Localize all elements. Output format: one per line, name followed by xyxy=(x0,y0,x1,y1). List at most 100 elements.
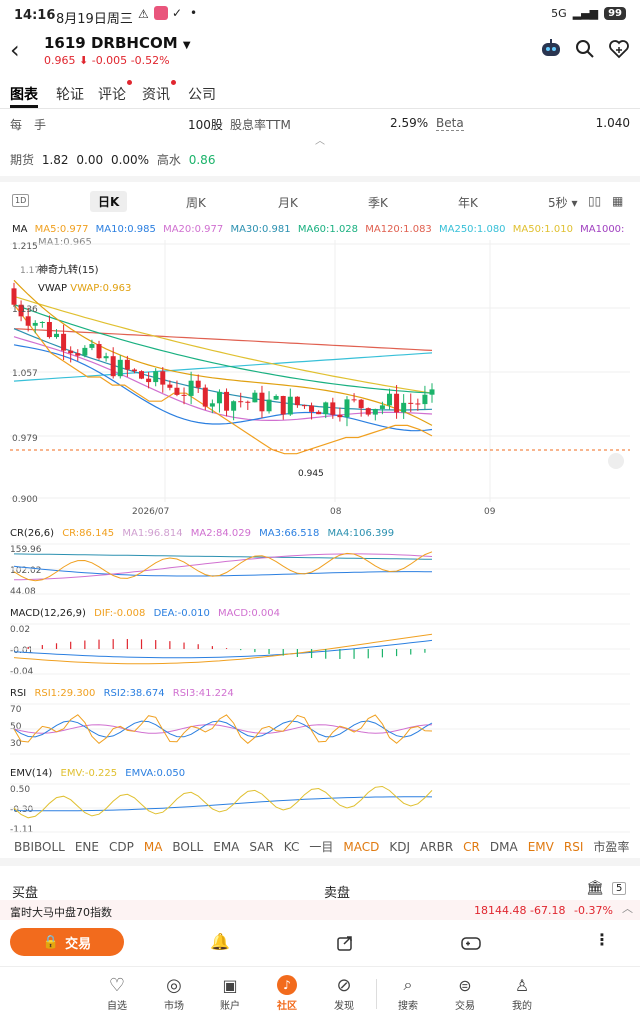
beta-label[interactable]: Beta xyxy=(436,116,464,131)
rsi-chart[interactable]: 70 50 30 xyxy=(0,702,640,756)
indicator-option[interactable]: SAR xyxy=(249,840,274,854)
tab-company[interactable]: 公司 xyxy=(188,87,216,103)
info-row-1: 每 手 100股 股息率TTM 2.59% Beta 1.040 xyxy=(10,116,630,132)
candle-body xyxy=(32,322,38,326)
candle-body xyxy=(11,288,17,305)
nav-community[interactable]: ♪ 社区 xyxy=(263,973,311,1012)
nav-watchlist[interactable]: ♡ 自选 xyxy=(93,973,141,1013)
lot-label-b: 手 xyxy=(34,118,47,132)
person-icon: ♙ xyxy=(514,975,530,995)
tab-comments[interactable]: 评论 xyxy=(98,80,132,104)
period-week[interactable]: 周K xyxy=(186,196,206,210)
bottom-nav: ♡ 自选 ◎ 市场 ▣ 账户 ♪ 社区 ⊘ 发现 ⌕ 搜索 ⊜ 交易 ♙ 我的 xyxy=(0,966,640,1024)
rsi3-value: RSI3:41.224 xyxy=(172,688,234,699)
cr-chart[interactable]: 159.96 102.02 44.08 xyxy=(0,542,640,596)
yield-value: 2.59% xyxy=(390,116,429,130)
y-tick: 1.136 xyxy=(12,305,38,315)
emv-tick: -1.11 xyxy=(10,825,33,834)
depth-badge[interactable]: 5 xyxy=(612,882,627,895)
index-change: -67.18 xyxy=(530,904,566,917)
stock-title[interactable]: 1619 DRBHCOM ▼ xyxy=(44,34,191,52)
trade-button-label: 交易 xyxy=(65,936,92,952)
indicator-option[interactable]: 一目 xyxy=(309,840,334,854)
macd-chart[interactable]: 0.02 -0.01 -0.04 xyxy=(0,622,640,676)
ma5-line xyxy=(13,304,433,455)
tab-warrants[interactable]: 轮证 xyxy=(56,87,84,103)
heart-plus-icon[interactable] xyxy=(606,36,632,62)
tab-news[interactable]: 资讯 xyxy=(142,80,176,104)
x-tick: 08 xyxy=(330,507,342,517)
nav-search[interactable]: ⌕ 搜索 xyxy=(384,973,432,1012)
chart-mode-icon[interactable]: 1D xyxy=(12,194,30,207)
nav-me[interactable]: ♙ 我的 xyxy=(498,973,546,1013)
search-icon[interactable] xyxy=(572,36,598,62)
interval-label: 5秒 xyxy=(548,196,568,210)
share-icon[interactable] xyxy=(336,934,354,952)
rsi-legend: RSI RSI1:29.300 RSI2:38.674 RSI3:41.224 xyxy=(10,688,239,699)
emv-tick: 0.50 xyxy=(10,785,30,795)
collapse-chevron-icon[interactable]: ︿ xyxy=(315,136,325,147)
nav-account[interactable]: ▣ 账户 xyxy=(206,973,254,1013)
chevron-up-icon[interactable]: ︿ xyxy=(622,902,633,915)
lock-icon: 🔒 xyxy=(42,934,60,950)
period-month[interactable]: 月K xyxy=(278,196,298,210)
cr-ma3-line xyxy=(13,565,432,577)
x-tick: 2026/07 xyxy=(132,507,169,517)
candle-style-icon[interactable]: ▯▯ xyxy=(588,194,602,208)
indicator-option[interactable]: BBIBOLL xyxy=(14,840,65,854)
indicator-option[interactable]: EMA xyxy=(213,840,240,854)
ma120-line xyxy=(13,328,433,351)
ma120-label: MA120:1.083 xyxy=(365,224,432,235)
interval-select[interactable]: 5秒 ▾ xyxy=(548,196,578,210)
trade-button[interactable]: 🔒 交易 xyxy=(10,928,124,956)
tab-chart[interactable]: 图表 xyxy=(10,84,38,108)
nav-market[interactable]: ◎ 市场 xyxy=(150,973,198,1013)
ma-title: MA xyxy=(12,224,28,235)
cr-ma4: MA4:106.399 xyxy=(327,528,395,539)
indicator-option[interactable]: ARBR xyxy=(420,840,454,854)
bell-alert-icon[interactable]: 🔔 xyxy=(210,932,230,951)
nav-discover[interactable]: ⊘ 发现 xyxy=(320,973,368,1013)
bank-icon[interactable]: 🏛 xyxy=(586,880,604,896)
indicator-option[interactable]: DMA xyxy=(489,840,518,854)
planet-icon: ◎ xyxy=(166,974,182,996)
check-icon: ✓ xyxy=(172,6,183,20)
back-arrow-icon[interactable]: ‹ xyxy=(10,36,20,64)
action-bar: 🔒 交易 🔔 ⋮ xyxy=(0,922,640,962)
indicator-option[interactable]: MA xyxy=(143,840,163,854)
nav-trade[interactable]: ⊜ 交易 xyxy=(441,973,489,1013)
nav-label: 自选 xyxy=(107,1001,127,1012)
period-day[interactable]: 日K xyxy=(90,191,128,212)
indicator-option[interactable]: 市盈率 xyxy=(593,840,630,854)
period-year[interactable]: 年K xyxy=(458,196,478,210)
indicator-option[interactable]: MACD xyxy=(343,840,380,854)
candlestick-chart[interactable]: 1.215 1.136 1.057 0.979 0.900 2026/07 08… xyxy=(0,240,640,520)
premium-value: 0.86 xyxy=(188,153,216,167)
ma10-line xyxy=(13,344,433,432)
indicator-option[interactable]: BOLL xyxy=(172,840,204,854)
quote-line: 0.965 ⬇ -0.005 -0.52% xyxy=(44,54,170,67)
indicator-option[interactable]: ENE xyxy=(74,840,99,854)
cr-value: CR:86.145 xyxy=(62,528,115,539)
emv-chart[interactable]: 0.50 -0.30 -1.11 xyxy=(0,782,640,834)
indicator-option[interactable]: CDP xyxy=(108,840,134,854)
indicator-option[interactable]: EMV xyxy=(527,840,554,854)
reset-zoom-icon[interactable] xyxy=(608,453,624,469)
period-quarter[interactable]: 季K xyxy=(368,196,388,210)
price: 0.965 xyxy=(44,54,76,67)
index-ticker-bar[interactable]: 富时大马中盘70指数 18144.48 -67.18 -0.37% ︿ xyxy=(0,900,640,920)
indicator-option[interactable]: KDJ xyxy=(389,840,411,854)
gamepad-icon[interactable] xyxy=(460,934,482,952)
indicator-option[interactable]: CR xyxy=(463,840,480,854)
candle-body xyxy=(131,369,137,372)
robot-icon[interactable] xyxy=(538,36,564,62)
high-annotation: 1.170 xyxy=(20,266,46,276)
notification-dot xyxy=(127,80,132,85)
cr-ma2-line xyxy=(13,553,433,581)
grid-settings-icon[interactable]: ▦ xyxy=(612,194,624,208)
indicator-option[interactable]: RSI xyxy=(563,840,584,854)
indicator-option[interactable]: KC xyxy=(283,840,300,854)
more-icon[interactable]: ⋮ xyxy=(594,930,610,949)
candle-body xyxy=(174,387,180,395)
candle-body xyxy=(195,380,201,388)
